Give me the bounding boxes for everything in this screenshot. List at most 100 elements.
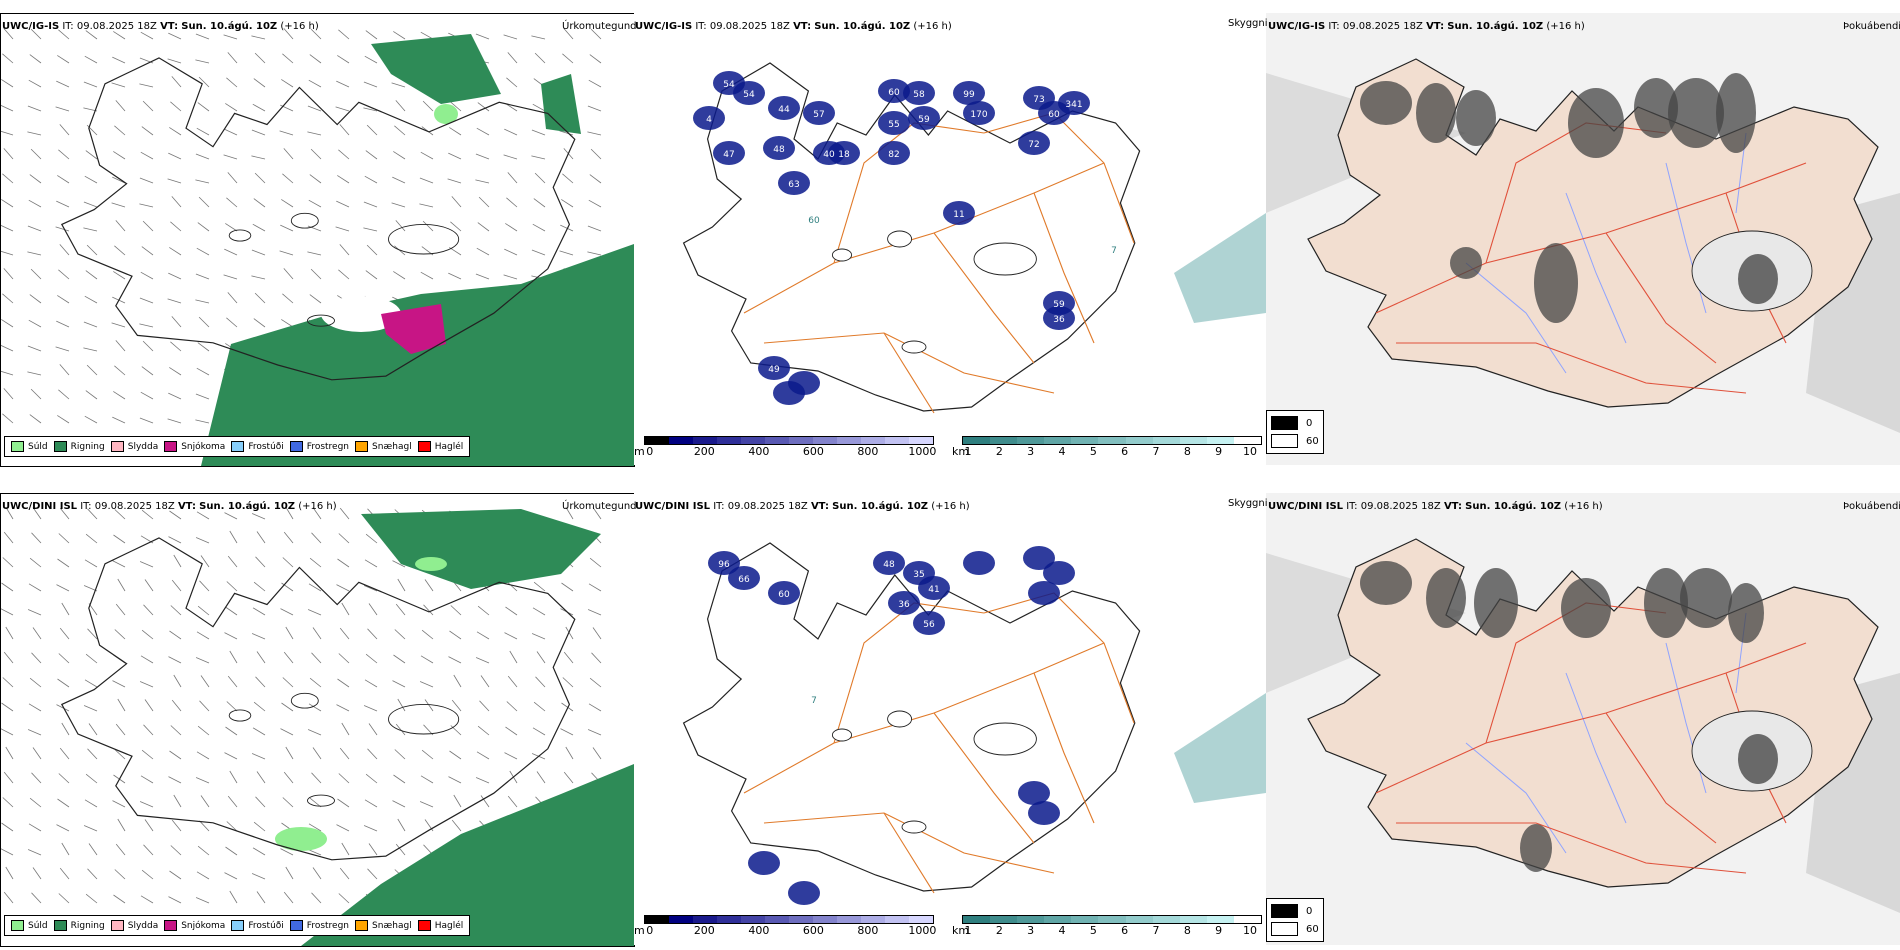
low-ceiling-area bbox=[913, 611, 945, 635]
colorbar-step bbox=[1125, 916, 1153, 923]
wind-barb bbox=[307, 609, 322, 616]
wind-barb bbox=[365, 773, 378, 784]
ceiling-height-label: 35 bbox=[913, 570, 924, 580]
wind-barb bbox=[533, 701, 546, 712]
wind-barb bbox=[3, 771, 14, 784]
wind-barb bbox=[195, 179, 210, 184]
wind-barb bbox=[85, 150, 98, 160]
wind-barb bbox=[476, 751, 490, 760]
wind-barb bbox=[199, 700, 210, 712]
wind-barb bbox=[195, 537, 210, 544]
colorbar-step bbox=[1152, 437, 1180, 444]
wind-barb bbox=[368, 843, 378, 856]
fog-dense-area bbox=[1680, 568, 1732, 628]
wind-barb bbox=[140, 895, 154, 904]
wind-barb bbox=[1, 848, 14, 856]
wind-barb bbox=[225, 223, 238, 232]
colorbar-tick-label: 600 bbox=[802, 445, 824, 458]
low-ceiling-area bbox=[728, 566, 760, 590]
wind-barb bbox=[29, 677, 42, 688]
wind-barb bbox=[167, 178, 182, 184]
wind-barb bbox=[5, 746, 14, 760]
wind-barb bbox=[85, 270, 98, 280]
ceiling-height-label: 44 bbox=[778, 105, 790, 115]
wind-barb bbox=[280, 608, 294, 616]
colorbar-tick-label: 0 bbox=[646, 924, 654, 937]
wind-barb bbox=[56, 200, 70, 208]
wind-barb bbox=[307, 131, 322, 136]
ceiling-height-label: 47 bbox=[723, 150, 734, 160]
wind-barb bbox=[308, 79, 322, 88]
wind-barb bbox=[27, 849, 42, 856]
wind-barb bbox=[224, 512, 238, 520]
road bbox=[763, 812, 1055, 874]
ceiling-height-label: 59 bbox=[918, 115, 930, 125]
wind-barb bbox=[173, 674, 182, 688]
precip-header-row2: UWC/DINI ISL IT: 09.08.2025 18Z VT: Sun.… bbox=[2, 501, 337, 512]
wind-barb bbox=[424, 699, 434, 712]
wind-barb bbox=[532, 223, 546, 232]
wind-barb bbox=[251, 753, 266, 760]
wind-barb bbox=[367, 748, 378, 760]
fog-legend-item: 60 bbox=[1271, 432, 1319, 450]
wind-barb bbox=[59, 627, 70, 640]
road bbox=[1396, 822, 1747, 874]
wind-barb bbox=[421, 629, 434, 640]
wind-barb bbox=[255, 676, 266, 688]
legend-swatch bbox=[53, 920, 67, 931]
wind-barb bbox=[84, 559, 98, 568]
wind-barb bbox=[563, 651, 574, 664]
wind-barb bbox=[168, 152, 182, 160]
wind-barb bbox=[475, 657, 490, 664]
ceiling-height-label: 56 bbox=[923, 620, 935, 630]
colorbar-step bbox=[1233, 437, 1262, 444]
wind-barb bbox=[338, 773, 350, 784]
ceiling-height-label: 54 bbox=[723, 80, 735, 90]
wind-barb bbox=[1, 130, 14, 136]
wind-barb bbox=[223, 154, 238, 160]
ceiling-height-label: 40 bbox=[823, 150, 835, 160]
wind-barb bbox=[197, 605, 210, 616]
low-ceiling-area bbox=[768, 96, 800, 120]
wind-barb bbox=[312, 507, 322, 520]
wind-barb bbox=[140, 31, 154, 40]
fog-dense-area bbox=[1360, 561, 1412, 605]
wind-barb bbox=[363, 227, 378, 232]
wind-barb bbox=[86, 124, 98, 136]
legend-swatch bbox=[110, 441, 124, 452]
wind-barb bbox=[1, 319, 14, 328]
low-ceiling-area bbox=[1058, 91, 1090, 115]
wind-barb bbox=[449, 630, 462, 640]
wind-barb bbox=[588, 79, 602, 88]
wind-barb bbox=[503, 34, 518, 40]
wind-barb bbox=[112, 800, 126, 808]
ceiling-height-label: 66 bbox=[738, 575, 750, 585]
rain-area bbox=[371, 34, 501, 104]
legend-label: Haglél bbox=[434, 920, 464, 931]
glacier-outline bbox=[228, 709, 252, 722]
wind-barb bbox=[504, 632, 518, 640]
legend-label: Frostúði bbox=[248, 441, 284, 452]
wind-barb bbox=[282, 173, 294, 184]
wind-barb bbox=[368, 723, 378, 736]
road bbox=[933, 712, 1035, 844]
wind-barb bbox=[115, 843, 126, 856]
low-ceiling-area bbox=[918, 576, 950, 600]
wind-barb bbox=[196, 127, 210, 136]
colorbar-step bbox=[885, 437, 909, 444]
wind-barb bbox=[531, 129, 546, 136]
wind-barb bbox=[56, 584, 70, 592]
wind-barb bbox=[83, 347, 98, 352]
ceiling-title-row2: Skyggni bbox=[1228, 498, 1268, 509]
lowvis-area bbox=[1174, 693, 1266, 803]
wind-barb bbox=[167, 298, 182, 304]
rain-area bbox=[201, 244, 634, 466]
wind-barb bbox=[57, 678, 70, 688]
wind-barb bbox=[198, 76, 210, 88]
wind-barb bbox=[227, 795, 238, 808]
colorbar-step bbox=[1125, 437, 1153, 444]
colorbar-tick-label: 1000 bbox=[908, 445, 937, 458]
wind-barb bbox=[368, 603, 378, 616]
wind-barb bbox=[115, 723, 126, 736]
wind-barb bbox=[27, 225, 42, 232]
